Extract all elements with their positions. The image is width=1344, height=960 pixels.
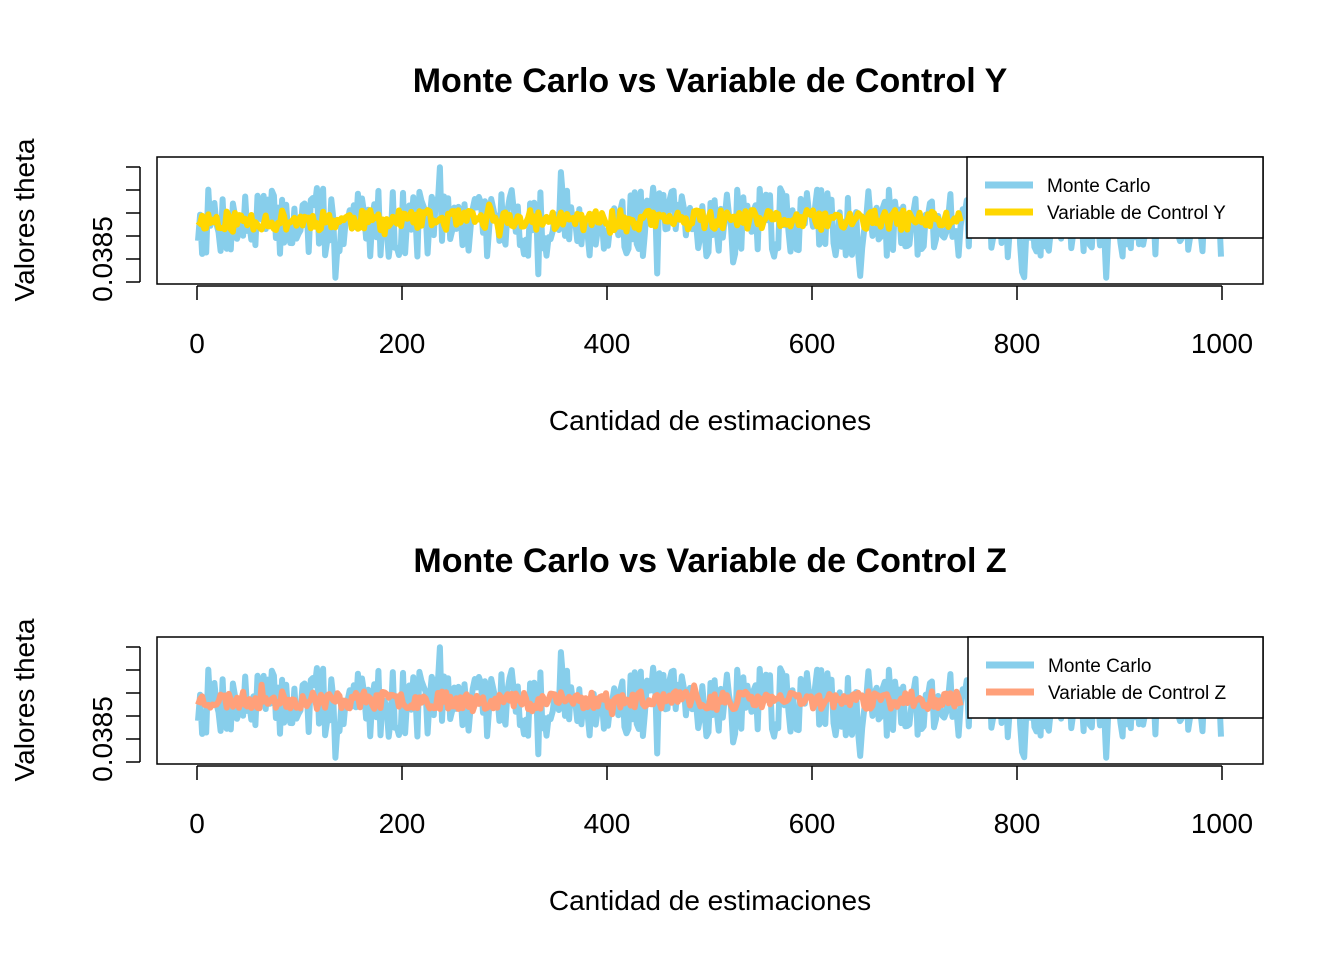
series-line-1 (195, 681, 964, 718)
x-tick-label: 200 (379, 808, 426, 839)
x-tick-label: 400 (584, 328, 631, 359)
x-tick-label: 800 (994, 328, 1041, 359)
legend-label-monte-carlo: Monte Carlo (1048, 656, 1152, 677)
series-line-1 (195, 201, 964, 239)
legend-box (966, 156, 1264, 239)
x-axis: 0 200 400 600 800 1000 (189, 765, 1253, 839)
x-tick-label: 600 (789, 328, 836, 359)
x-tick-label: 400 (584, 808, 631, 839)
x-axis-label: Cantidad de estimaciones (549, 885, 871, 916)
legend: Monte Carlo Variable de Control Z (967, 636, 1264, 719)
x-tick-label: 800 (994, 808, 1041, 839)
legend-label-control-z: Variable de Control Z (1048, 683, 1227, 704)
x-tick-label: 1000 (1191, 808, 1253, 839)
x-tick-label: 600 (789, 808, 836, 839)
chart-title: Monte Carlo vs Variable de Control Z (413, 542, 1006, 580)
chart-panel-y: Monte Carlo vs Variable de Control Y 0 20… (9, 62, 1264, 436)
legend-box (967, 636, 1264, 719)
x-tick-label: 200 (379, 328, 426, 359)
y-tick-label: 0.0385 (87, 216, 118, 302)
x-tick-label: 0 (189, 328, 205, 359)
y-axis: 0.0385 (87, 646, 141, 782)
x-tick-label: 1000 (1191, 328, 1253, 359)
chart-panel-z: Monte Carlo vs Variable de Control Z 0 20… (9, 542, 1264, 916)
y-axis-label: Valores theta (9, 138, 40, 301)
legend-label-monte-carlo: Monte Carlo (1047, 176, 1151, 197)
chart-title: Monte Carlo vs Variable de Control Y (413, 62, 1008, 100)
y-tick-label: 0.0385 (87, 696, 118, 782)
y-axis-label: Valores theta (9, 618, 40, 781)
legend: Monte Carlo Variable de Control Y (966, 156, 1264, 239)
x-tick-label: 0 (189, 808, 205, 839)
y-axis: 0.0385 (87, 166, 141, 302)
x-axis: 0 200 400 600 800 1000 (189, 285, 1253, 359)
x-axis-label: Cantidad de estimaciones (549, 405, 871, 436)
legend-label-control-y: Variable de Control Y (1047, 203, 1226, 224)
